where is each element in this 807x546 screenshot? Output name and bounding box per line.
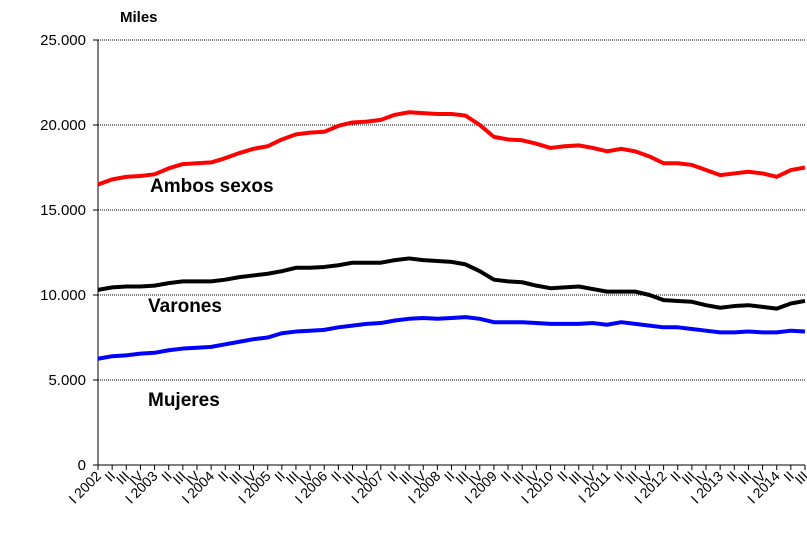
series-line: [97, 315, 806, 361]
x-tick-label: I 2007: [348, 468, 387, 507]
series-label: Mujeres: [148, 390, 220, 411]
series-label: Ambos sexos: [150, 176, 274, 197]
y-axis-label: Miles: [120, 9, 158, 26]
y-tick-label: 0: [78, 457, 86, 474]
x-tick-label: III: [792, 468, 807, 488]
y-tick-label: 10.000: [40, 287, 86, 304]
series-line: [97, 110, 806, 187]
x-tick-label: I 2014: [744, 468, 783, 507]
x-tick-label: I 2005: [235, 468, 274, 507]
x-tick-label: I 2012: [631, 468, 670, 507]
series-label: Varones: [148, 296, 222, 317]
x-tick-label: I 2006: [292, 468, 331, 507]
x-tick-label: I 2003: [122, 468, 161, 507]
y-tick-label: 20.000: [40, 117, 86, 134]
x-tick-label: I 2008: [405, 468, 444, 507]
x-tick-label: I 2010: [518, 468, 557, 507]
x-tick-label: I 2004: [178, 468, 217, 507]
x-tick-label: I 2013: [687, 468, 726, 507]
y-tick-label: 15.000: [40, 202, 86, 219]
y-tick-label: 5.000: [48, 372, 86, 389]
x-tick-label: I 2009: [461, 468, 500, 507]
y-tick-label: 25.000: [40, 32, 86, 49]
series-line: [97, 256, 806, 311]
